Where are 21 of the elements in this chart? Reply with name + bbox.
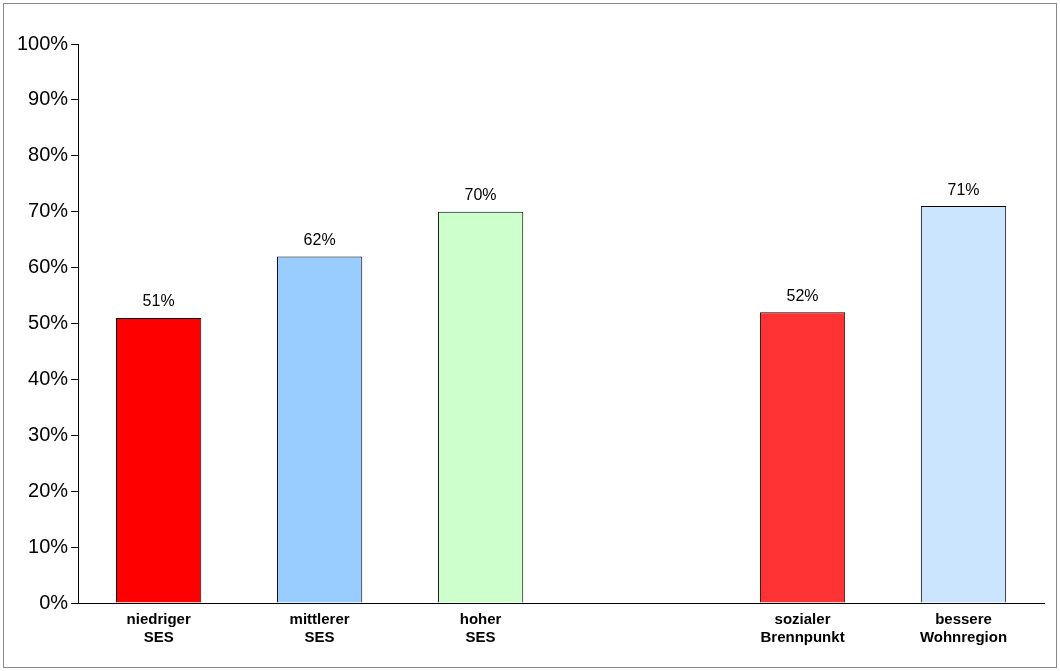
x-tick-label: mittlerer SES: [289, 610, 350, 646]
y-tick-label: 50%: [28, 311, 69, 334]
data-label: 70%: [464, 186, 497, 204]
y-tick-label: 40%: [28, 366, 69, 389]
x-tick-label: sozialer Brennpunkt: [760, 610, 845, 646]
x-tick-label: bessere Wohnregion: [919, 610, 1008, 646]
x-tick-label: hoher SES: [459, 610, 502, 646]
y-tick-label: 10%: [28, 534, 69, 557]
y-tick-label: 60%: [28, 255, 69, 278]
x-tick-label: niedriger SES: [126, 610, 191, 646]
data-label: 71%: [947, 180, 980, 198]
data-label: 52%: [786, 286, 819, 304]
y-tick-label: 70%: [28, 199, 69, 222]
data-label: 51%: [142, 292, 175, 310]
y-tick-label: 90%: [28, 87, 69, 110]
data-label: 62%: [303, 230, 336, 248]
y-tick-label: 30%: [28, 422, 69, 445]
y-tick-label: 100%: [17, 31, 69, 54]
y-tick-label: 80%: [28, 143, 69, 166]
y-tick-label: 20%: [28, 478, 69, 501]
y-tick-label: 0%: [39, 590, 69, 613]
